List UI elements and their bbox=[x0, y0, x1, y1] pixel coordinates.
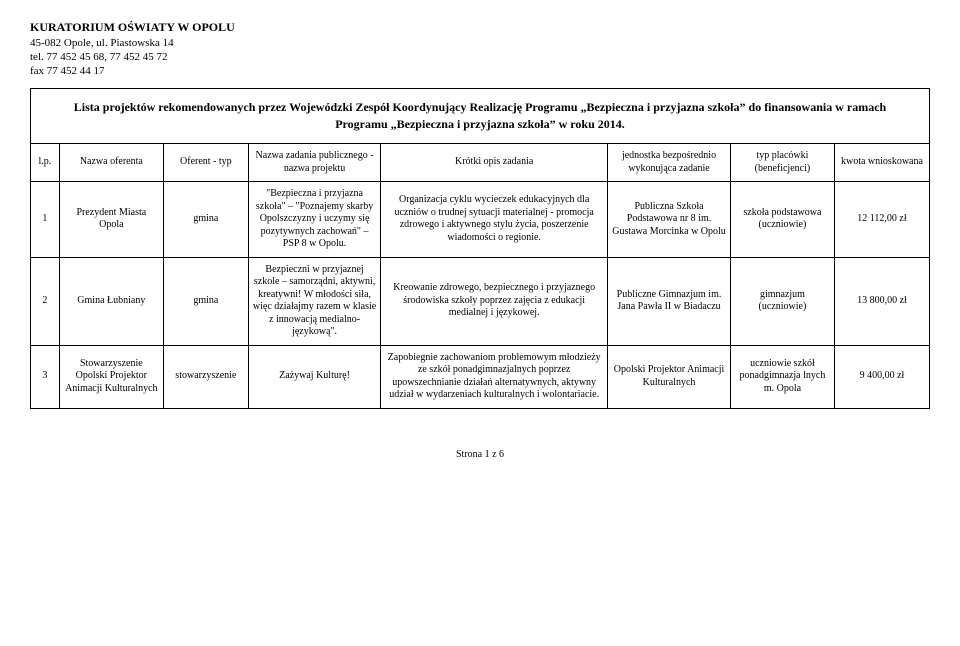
cell-jednostka: Publiczna Szkoła Podstawowa nr 8 im. Gus… bbox=[608, 182, 731, 258]
cell-jednostka: Opolski Projektor Animacji Kulturalnych bbox=[608, 345, 731, 408]
document-title: Lista projektów rekomendowanych przez Wo… bbox=[31, 89, 929, 144]
table-header-row: l.p. Nazwa oferenta Oferent - typ Nazwa … bbox=[31, 144, 929, 182]
table-row: 1 Prezydent Miasta Opola gmina "Bezpiecz… bbox=[31, 182, 929, 258]
cell-oferenta: Stowarzyszenie Opolski Projektor Animacj… bbox=[59, 345, 163, 408]
cell-kwota: 9 400,00 zł bbox=[834, 345, 929, 408]
header-lp: l.p. bbox=[31, 144, 59, 182]
cell-oferenta: Gmina Łubniany bbox=[59, 257, 163, 345]
table-row: 2 Gmina Łubniany gmina Bezpieczni w przy… bbox=[31, 257, 929, 345]
header-projekt: Nazwa zadania publicznego - nazwa projek… bbox=[248, 144, 380, 182]
cell-projekt: Bezpieczni w przyjaznej szkole – samorzą… bbox=[248, 257, 380, 345]
header-placowka: typ placówki (beneficjenci) bbox=[730, 144, 834, 182]
cell-lp: 1 bbox=[31, 182, 59, 258]
letterhead: KURATORIUM OŚWIATY W OPOLU 45-082 Opole,… bbox=[30, 20, 930, 78]
letterhead-line4: fax 77 452 44 17 bbox=[30, 64, 930, 78]
letterhead-line2: 45-082 Opole, ul. Piastowska 14 bbox=[30, 36, 930, 50]
cell-typ: gmina bbox=[163, 182, 248, 258]
cell-jednostka: Publiczne Gimnazjum im. Jana Pawła II w … bbox=[608, 257, 731, 345]
cell-projekt: Zażywaj Kulturę! bbox=[248, 345, 380, 408]
table-row: 3 Stowarzyszenie Opolski Projektor Anima… bbox=[31, 345, 929, 408]
cell-oferenta: Prezydent Miasta Opola bbox=[59, 182, 163, 258]
cell-placowka: gimnazjum (uczniowie) bbox=[730, 257, 834, 345]
letterhead-line3: tel. 77 452 45 68, 77 452 45 72 bbox=[30, 50, 930, 64]
letterhead-line1: KURATORIUM OŚWIATY W OPOLU bbox=[30, 20, 930, 36]
cell-opis: Kreowanie zdrowego, bezpiecznego i przyj… bbox=[381, 257, 608, 345]
cell-lp: 3 bbox=[31, 345, 59, 408]
cell-projekt: "Bezpieczna i przyjazna szkoła" – "Pozna… bbox=[248, 182, 380, 258]
cell-kwota: 13 800,00 zł bbox=[834, 257, 929, 345]
cell-typ: gmina bbox=[163, 257, 248, 345]
header-opis: Krótki opis zadania bbox=[381, 144, 608, 182]
document-frame: Lista projektów rekomendowanych przez Wo… bbox=[30, 88, 930, 408]
cell-opis: Organizacja cyklu wycieczek edukacyjnych… bbox=[381, 182, 608, 258]
header-typ: Oferent - typ bbox=[163, 144, 248, 182]
cell-kwota: 12 112,00 zł bbox=[834, 182, 929, 258]
header-oferenta: Nazwa oferenta bbox=[59, 144, 163, 182]
cell-typ: stowarzyszenie bbox=[163, 345, 248, 408]
cell-placowka: szkoła podstawowa (uczniowie) bbox=[730, 182, 834, 258]
projects-table: l.p. Nazwa oferenta Oferent - typ Nazwa … bbox=[31, 144, 929, 408]
cell-lp: 2 bbox=[31, 257, 59, 345]
page-footer: Strona 1 z 6 bbox=[30, 449, 930, 460]
header-jednostka: jednostka bezpośrednio wykonująca zadani… bbox=[608, 144, 731, 182]
cell-opis: Zapobiegnie zachowaniom problemowym młod… bbox=[381, 345, 608, 408]
cell-placowka: uczniowie szkół ponadgimnazja lnych m. O… bbox=[730, 345, 834, 408]
header-kwota: kwota wnioskowana bbox=[834, 144, 929, 182]
